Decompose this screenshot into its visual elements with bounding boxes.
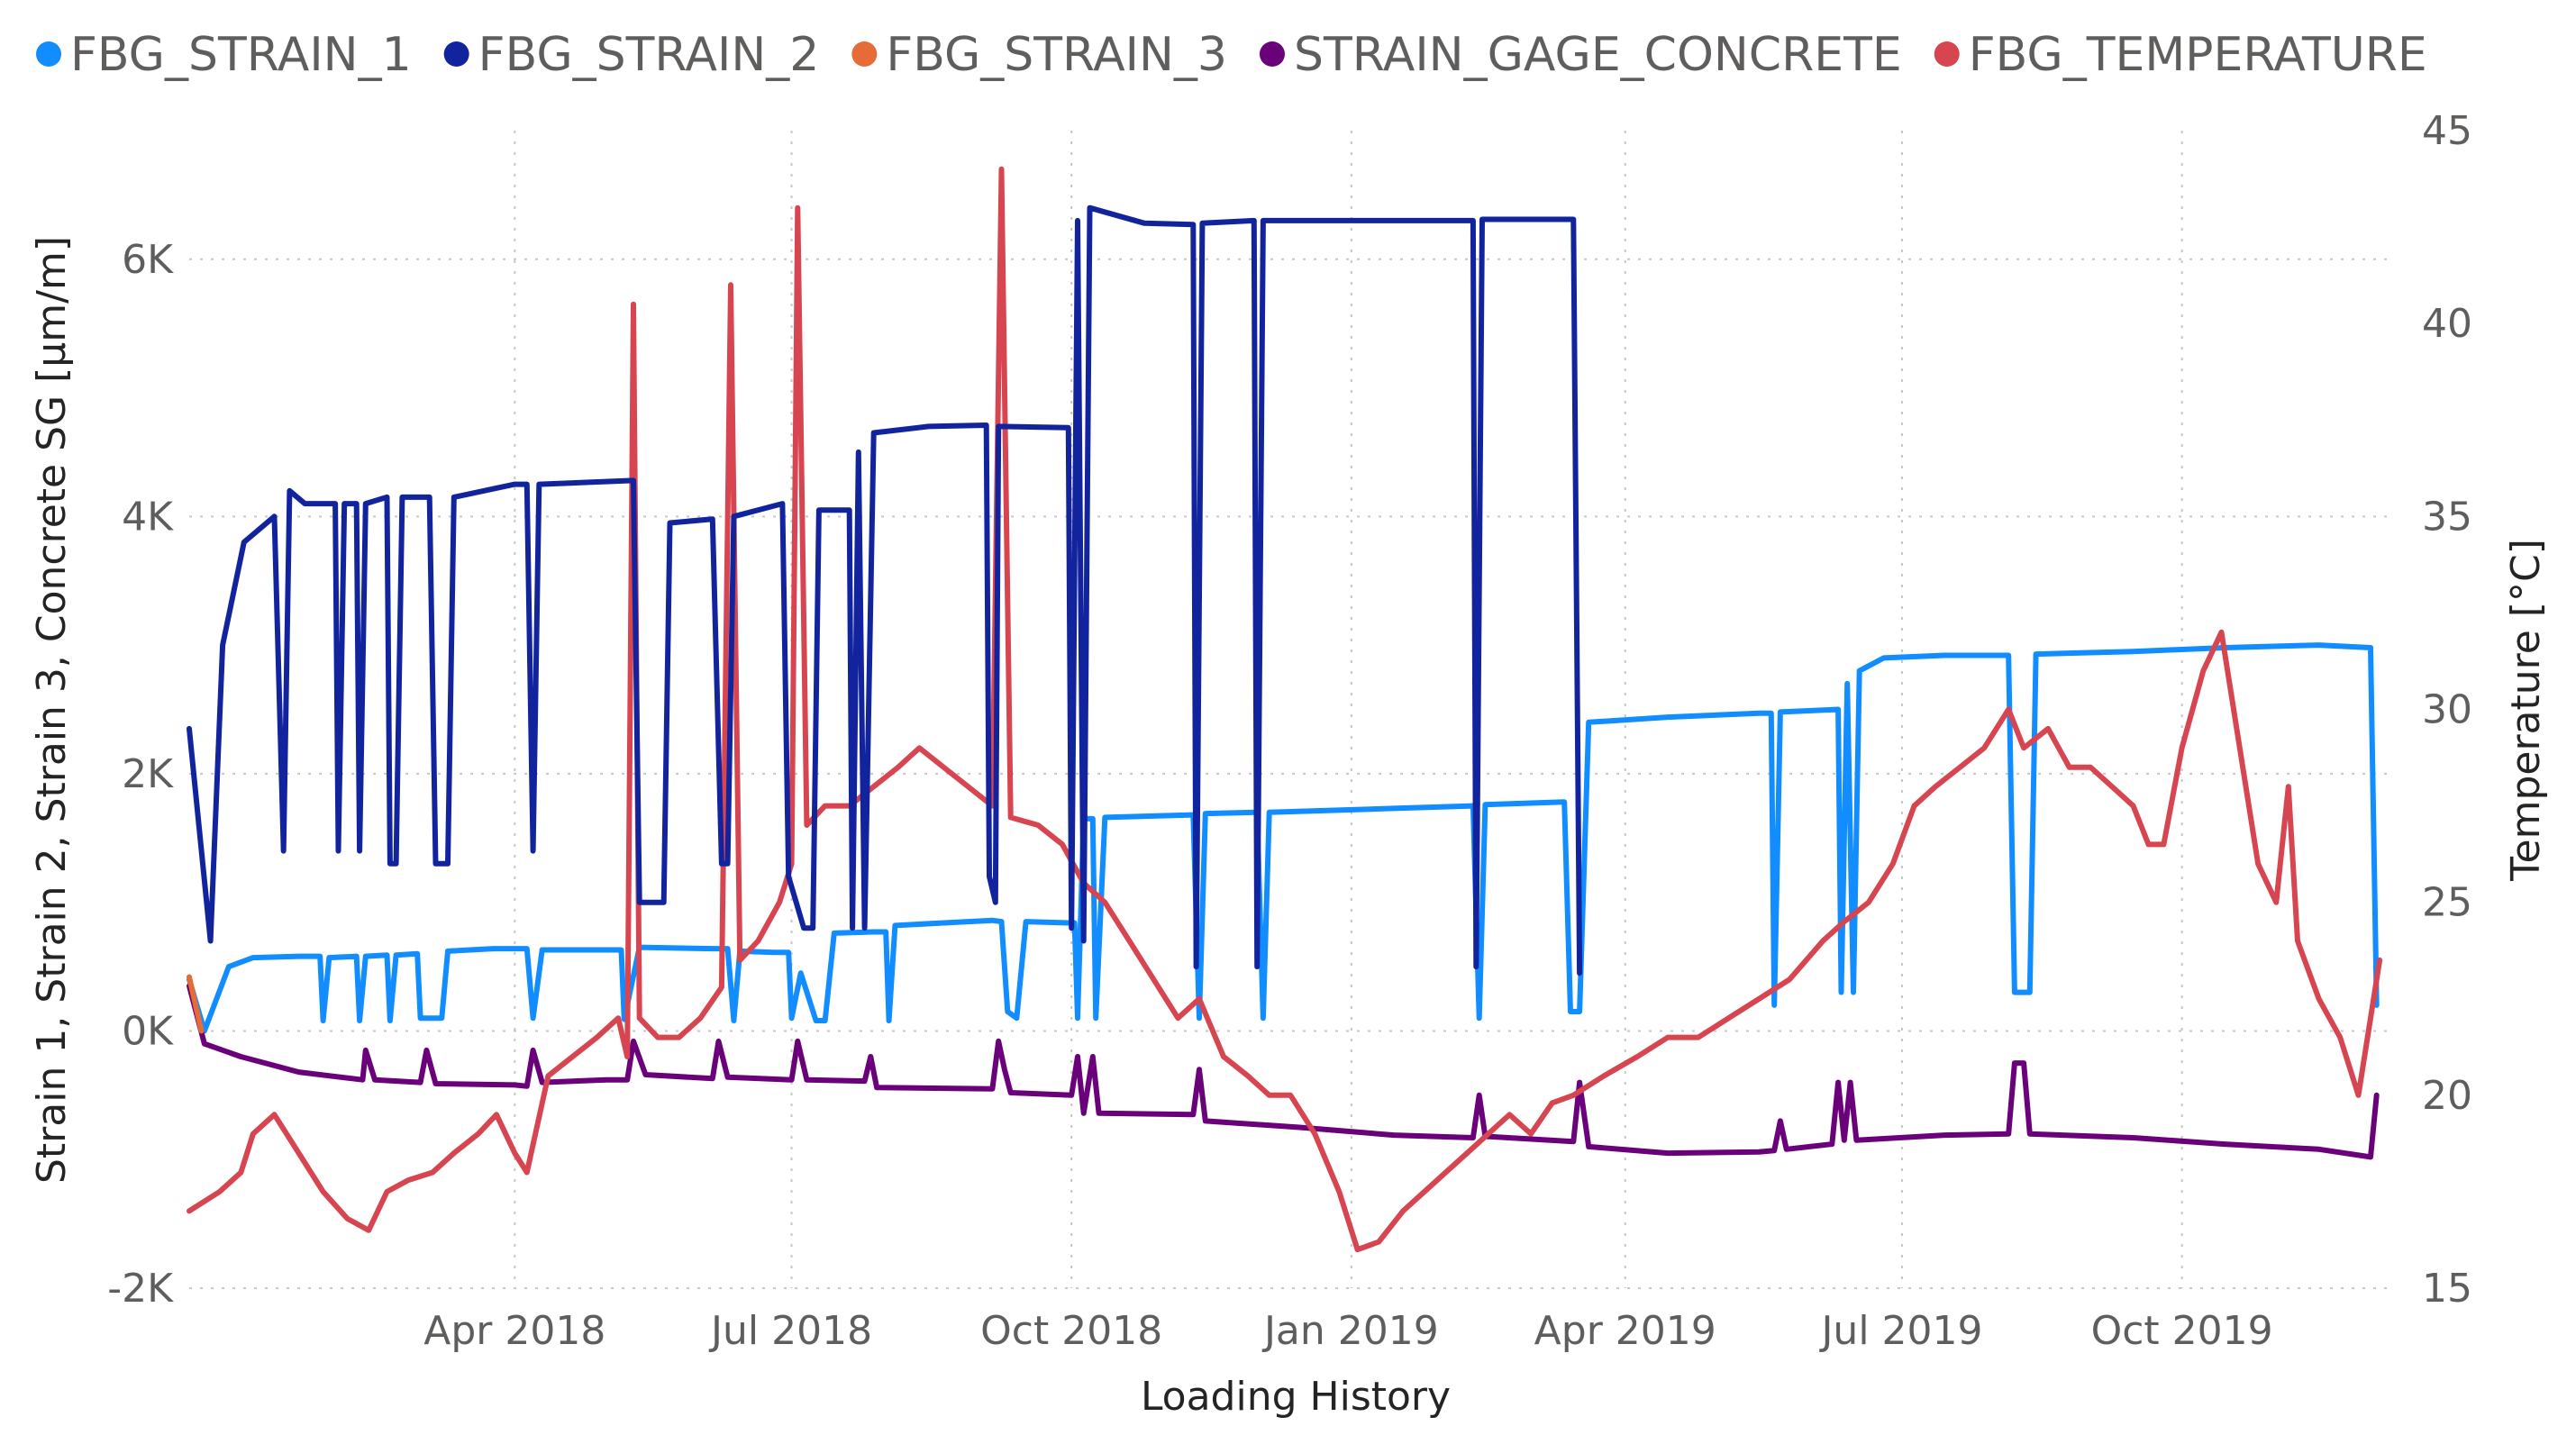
y-right-tick-label: 30 [2422, 687, 2472, 733]
x-tick-label: Jan 2019 [1261, 1308, 1439, 1354]
x-axis-title: Loading History [1141, 1374, 1451, 1420]
x-tick-label: Oct 2019 [2091, 1308, 2273, 1354]
series-line-fbg-temperature[interactable] [187, 166, 2383, 1253]
legend-label: FBG_TEMPERATURE [1969, 28, 2427, 82]
grid-lines [189, 131, 2395, 1289]
legend-marker [1259, 41, 1285, 67]
x-tick-label: Apr 2018 [423, 1308, 605, 1354]
y-axis-right-title: Temperature [°C] [2503, 539, 2549, 882]
series-line-fbg-strain-3[interactable] [187, 974, 205, 1034]
legend-marker [851, 41, 878, 67]
x-tick-label: Oct 2018 [980, 1308, 1162, 1354]
y-right-tick-label: 25 [2422, 880, 2472, 926]
y-right-tick-label: 40 [2422, 301, 2472, 347]
series-lines [187, 166, 2383, 1253]
legend-item-fbg-strain-1[interactable]: FBG_STRAIN_1 [36, 28, 412, 82]
y-axis-left: -2K 0K 2K 4K 6K [107, 237, 174, 1312]
y-right-tick-label: 35 [2422, 494, 2472, 540]
legend[interactable]: FBG_STRAIN_1 FBG_STRAIN_2 FBG_STRAIN_3 STRA… [36, 28, 2427, 82]
y-right-tick-label: 15 [2422, 1266, 2472, 1312]
y-left-tick-label: 2K [122, 751, 174, 797]
series-line-fbg-strain-2[interactable] [187, 204, 1583, 976]
y-right-tick-label: 20 [2422, 1073, 2472, 1119]
y-left-tick-label: 0K [122, 1008, 174, 1054]
legend-marker [443, 41, 469, 67]
y-left-tick-label: 4K [122, 494, 174, 540]
y-axis-right: 15 20 25 30 35 40 45 [2422, 108, 2472, 1312]
y-right-tick-label: 45 [2422, 108, 2472, 154]
legend-label: FBG_STRAIN_1 [70, 28, 412, 82]
x-tick-label: Jul 2018 [708, 1308, 872, 1354]
legend-item-fbg-strain-2[interactable]: FBG_STRAIN_2 [443, 28, 820, 82]
y-left-tick-label: -2K [107, 1266, 174, 1312]
y-left-tick-label: 6K [122, 237, 174, 283]
y-axis-left-title: Strain 1, Strain 2, Strain 3, Concrete S… [29, 236, 75, 1184]
legend-marker [36, 41, 61, 67]
legend-label: STRAIN_GAGE_CONCRETE [1294, 28, 1902, 82]
x-axis: Apr 2018 Jul 2018 Oct 2018 Jan 2019 Apr 2019… [423, 1308, 2272, 1354]
x-tick-label: Apr 2019 [1534, 1308, 1716, 1354]
legend-label: FBG_STRAIN_2 [478, 28, 820, 82]
legend-label: FBG_STRAIN_3 [886, 28, 1227, 82]
series-line-strain-gage-concrete[interactable] [187, 983, 2380, 1160]
legend-item-fbg-strain-3[interactable]: FBG_STRAIN_3 [851, 28, 1227, 82]
x-tick-label: Jul 2019 [1818, 1308, 1982, 1354]
legend-item-strain-gage-concrete[interactable]: STRAIN_GAGE_CONCRETE [1259, 28, 1902, 82]
legend-marker [1934, 41, 1960, 67]
legend-item-fbg-temperature[interactable]: FBG_TEMPERATURE [1934, 28, 2427, 82]
series-line-fbg-strain-1[interactable] [187, 642, 2380, 1034]
